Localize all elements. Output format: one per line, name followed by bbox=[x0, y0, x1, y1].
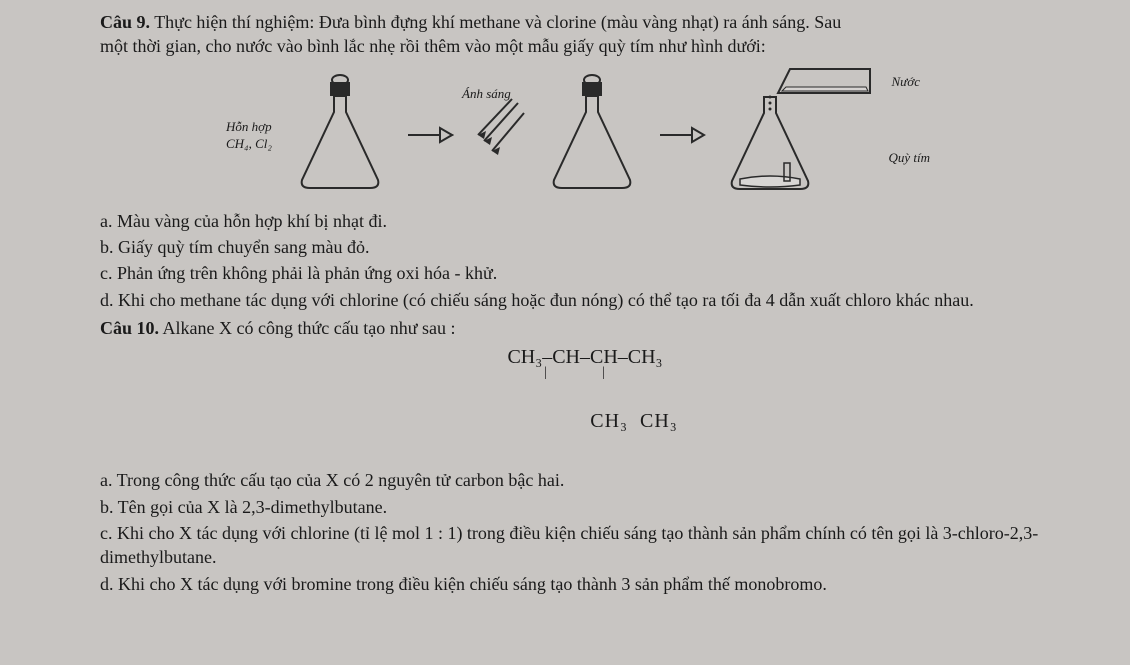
q10-opt-c: c. Khi cho X tác dụng với chlorine (tỉ l… bbox=[100, 521, 1070, 570]
arrow-1-icon bbox=[404, 120, 454, 150]
flask-2 bbox=[542, 72, 642, 198]
litmus-label: Quỳ tím bbox=[888, 149, 930, 167]
q10-opt-a: a. Trong công thức cấu tạo của X có 2 ng… bbox=[100, 468, 1070, 492]
light-rays: Ánh sáng bbox=[468, 97, 528, 173]
q9-line2: một thời gian, cho nước vào bình lắc nhẹ… bbox=[100, 36, 766, 56]
q10-formula: CH₃–CH–CH–CH₃ | | CH₃ CH₃ bbox=[100, 344, 1070, 462]
q10-text: Alkane X có công thức cấu tạo như sau : bbox=[159, 318, 455, 338]
q9-line1: Thực hiện thí nghiệm: Đưa bình đựng khí … bbox=[150, 12, 841, 32]
q9-opt-b: b. Giấy quỳ tím chuyển sang màu đỏ. bbox=[100, 235, 1070, 259]
q9-stem: Câu 9. Thực hiện thí nghiệm: Đưa bình đự… bbox=[100, 10, 1070, 59]
flask-2-svg bbox=[542, 72, 642, 192]
flask-3-svg bbox=[720, 67, 880, 197]
mixture-label-2: CH₄, Cl₂ bbox=[226, 136, 272, 151]
page-content: Câu 9. Thực hiện thí nghiệm: Đưa bình đự… bbox=[0, 0, 1130, 608]
q10-opt-b: b. Tên gọi của X là 2,3-dimethylbutane. bbox=[100, 495, 1070, 519]
q9-title: Câu 9. bbox=[100, 12, 150, 32]
flask-1: Hỗn hợp CH₄, Cl₂ bbox=[290, 72, 390, 198]
q9-opt-a: a. Màu vàng của hỗn hợp khí bị nhạt đi. bbox=[100, 209, 1070, 233]
light-rays-svg bbox=[468, 97, 528, 167]
q9-opt-d: d. Khi cho methane tác dụng với chlorine… bbox=[100, 288, 1070, 312]
mixture-label-1: Hỗn hợp bbox=[226, 119, 272, 134]
flask-1-svg bbox=[290, 72, 390, 192]
q9-block: Câu 9. Thực hiện thí nghiệm: Đưa bình đự… bbox=[100, 10, 1070, 312]
q10-block: Câu 10. Alkane X có công thức cấu tạo nh… bbox=[100, 316, 1070, 596]
q10-title: Câu 10. bbox=[100, 318, 159, 338]
formula-top: CH₃–CH–CH–CH₃ bbox=[507, 346, 662, 368]
q9-diagram: Hỗn hợp CH₄, Cl₂ Ánh sáng bbox=[100, 67, 1070, 203]
q10-opt-d: d. Khi cho X tác dụng với bromine trong … bbox=[100, 572, 1070, 596]
flask-3: Nước Quỳ tím bbox=[720, 67, 880, 203]
formula-bot: CH₃ CH₃ bbox=[590, 410, 678, 432]
q9-opt-c: c. Phản ứng trên không phải là phản ứng … bbox=[100, 261, 1070, 285]
q10-stem: Câu 10. Alkane X có công thức cấu tạo nh… bbox=[100, 316, 1070, 340]
light-label: Ánh sáng bbox=[462, 85, 511, 103]
arrow-2-icon bbox=[656, 120, 706, 150]
water-label: Nước bbox=[892, 73, 920, 91]
